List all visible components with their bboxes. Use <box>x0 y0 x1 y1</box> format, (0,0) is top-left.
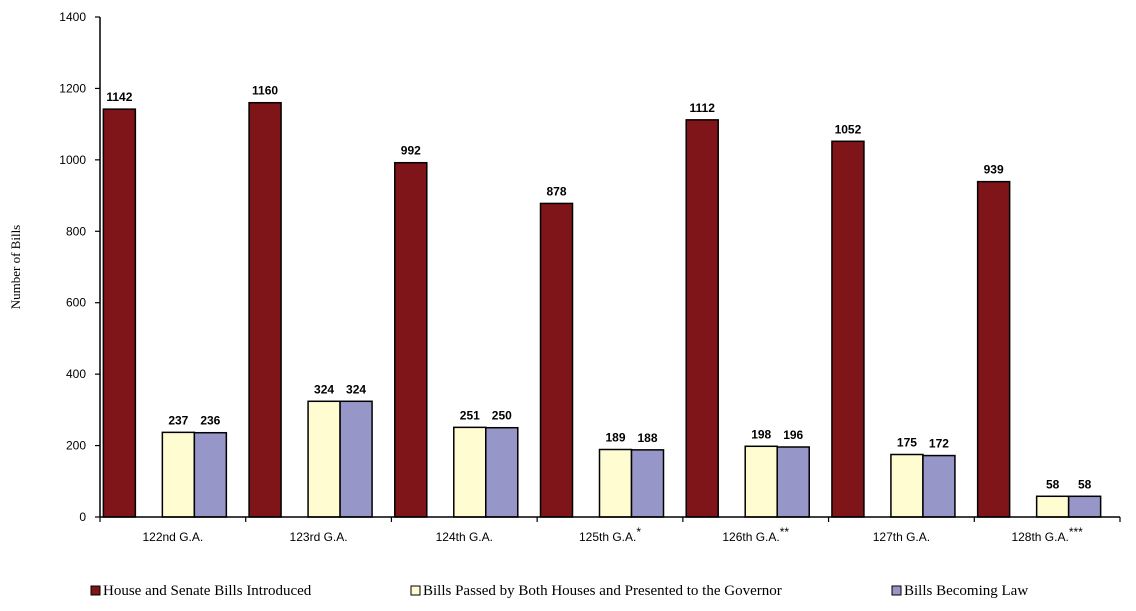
category-label: 122nd G.A. <box>142 530 203 544</box>
data-label: 237 <box>168 413 188 427</box>
data-label: 236 <box>200 414 220 428</box>
bar-series-3 <box>485 426 519 518</box>
y-axis-ticks: 0 200 400 600 800 1000 1200 1400 <box>59 10 100 524</box>
plot-area: 1142 1160 992 878 1112 1052 939 237 324 251 189 198… <box>102 84 1102 518</box>
bar-series-1 <box>539 202 574 518</box>
y-tick-label: 800 <box>66 224 86 238</box>
category-label: 124th G.A. <box>436 530 493 544</box>
data-label: 324 <box>346 382 366 396</box>
bar-series-2 <box>890 453 924 518</box>
category-label: 125th G.A.* <box>579 525 641 544</box>
data-label: 939 <box>984 163 1004 177</box>
data-label: 1142 <box>106 90 132 104</box>
bar-series-1 <box>976 180 1011 518</box>
bar-series-2 <box>453 426 487 518</box>
bar-series-3 <box>630 449 665 518</box>
data-label: 1052 <box>835 122 862 136</box>
x-axis-ticks: 122nd G.A. 123rd G.A. 124th G.A. 125th G.A.… <box>99 517 1121 544</box>
legend-label: Bills Becoming Law <box>904 583 1028 599</box>
data-label: 324 <box>314 382 334 396</box>
category-footnote-mark: ** <box>780 525 790 539</box>
category-label-text: 123rd G.A. <box>290 530 348 544</box>
legend-swatch <box>891 585 902 596</box>
bar-series-1 <box>394 161 428 518</box>
data-label: 992 <box>401 144 421 158</box>
bar-series-2 <box>744 445 778 518</box>
bar-series-3 <box>339 400 373 518</box>
data-label: 172 <box>929 437 949 451</box>
data-label: 58 <box>1078 477 1092 491</box>
data-label: 1112 <box>690 101 716 115</box>
bar-series-3 <box>1067 495 1102 518</box>
bar-series-3 <box>922 454 956 518</box>
data-label: 1160 <box>252 84 278 98</box>
y-tick-label: 600 <box>66 296 86 310</box>
bar-series-3 <box>776 446 810 518</box>
legend-swatch <box>410 585 421 596</box>
category-label: 127th G.A. <box>873 530 930 544</box>
category-label: 123rd G.A. <box>290 530 348 544</box>
bar-series-3 <box>193 431 228 518</box>
bar-series-1 <box>102 108 137 518</box>
data-label: 878 <box>546 184 566 198</box>
legend-swatch <box>90 585 101 596</box>
y-tick-label: 400 <box>66 367 86 381</box>
bar-series-1 <box>248 101 282 518</box>
bar-series-2 <box>1035 495 1070 518</box>
bar-series-2 <box>598 448 633 518</box>
data-label: 188 <box>637 431 657 445</box>
y-tick-label: 200 <box>66 439 86 453</box>
bar-series-2 <box>307 400 341 518</box>
data-label: 189 <box>605 431 625 445</box>
y-tick-label: 1400 <box>59 10 86 24</box>
category-label-text: 125th G.A. <box>579 530 636 544</box>
category-label: 128th G.A.*** <box>1011 525 1083 544</box>
legend-label: House and Senate Bills Introduced <box>103 583 312 599</box>
category-label: 126th G.A.** <box>722 525 789 544</box>
category-label-text: 127th G.A. <box>873 530 930 544</box>
data-label: 198 <box>751 427 771 441</box>
category-footnote-mark: *** <box>1069 525 1083 539</box>
y-tick-label: 0 <box>79 510 86 524</box>
data-label: 251 <box>460 408 480 422</box>
bar-series-1 <box>831 140 865 518</box>
data-label: 250 <box>492 409 512 423</box>
legend: House and Senate Bills Introduced Bills P… <box>90 583 1028 599</box>
category-label-text: 122nd G.A. <box>142 530 203 544</box>
data-label: 58 <box>1046 477 1060 491</box>
bar-series-2 <box>161 431 196 518</box>
y-tick-label: 1000 <box>59 153 86 167</box>
category-label-text: 128th G.A. <box>1011 530 1068 544</box>
data-label: 175 <box>897 436 917 450</box>
data-label: 196 <box>783 428 803 442</box>
y-axis-title: Number of Bills <box>8 225 23 310</box>
y-tick-label: 1200 <box>59 81 86 95</box>
legend-label: Bills Passed by Both Houses and Presente… <box>423 583 782 599</box>
category-label-text: 126th G.A. <box>722 530 779 544</box>
bar-series-1 <box>685 119 719 518</box>
category-label-text: 124th G.A. <box>436 530 493 544</box>
category-footnote-mark: * <box>636 525 641 539</box>
